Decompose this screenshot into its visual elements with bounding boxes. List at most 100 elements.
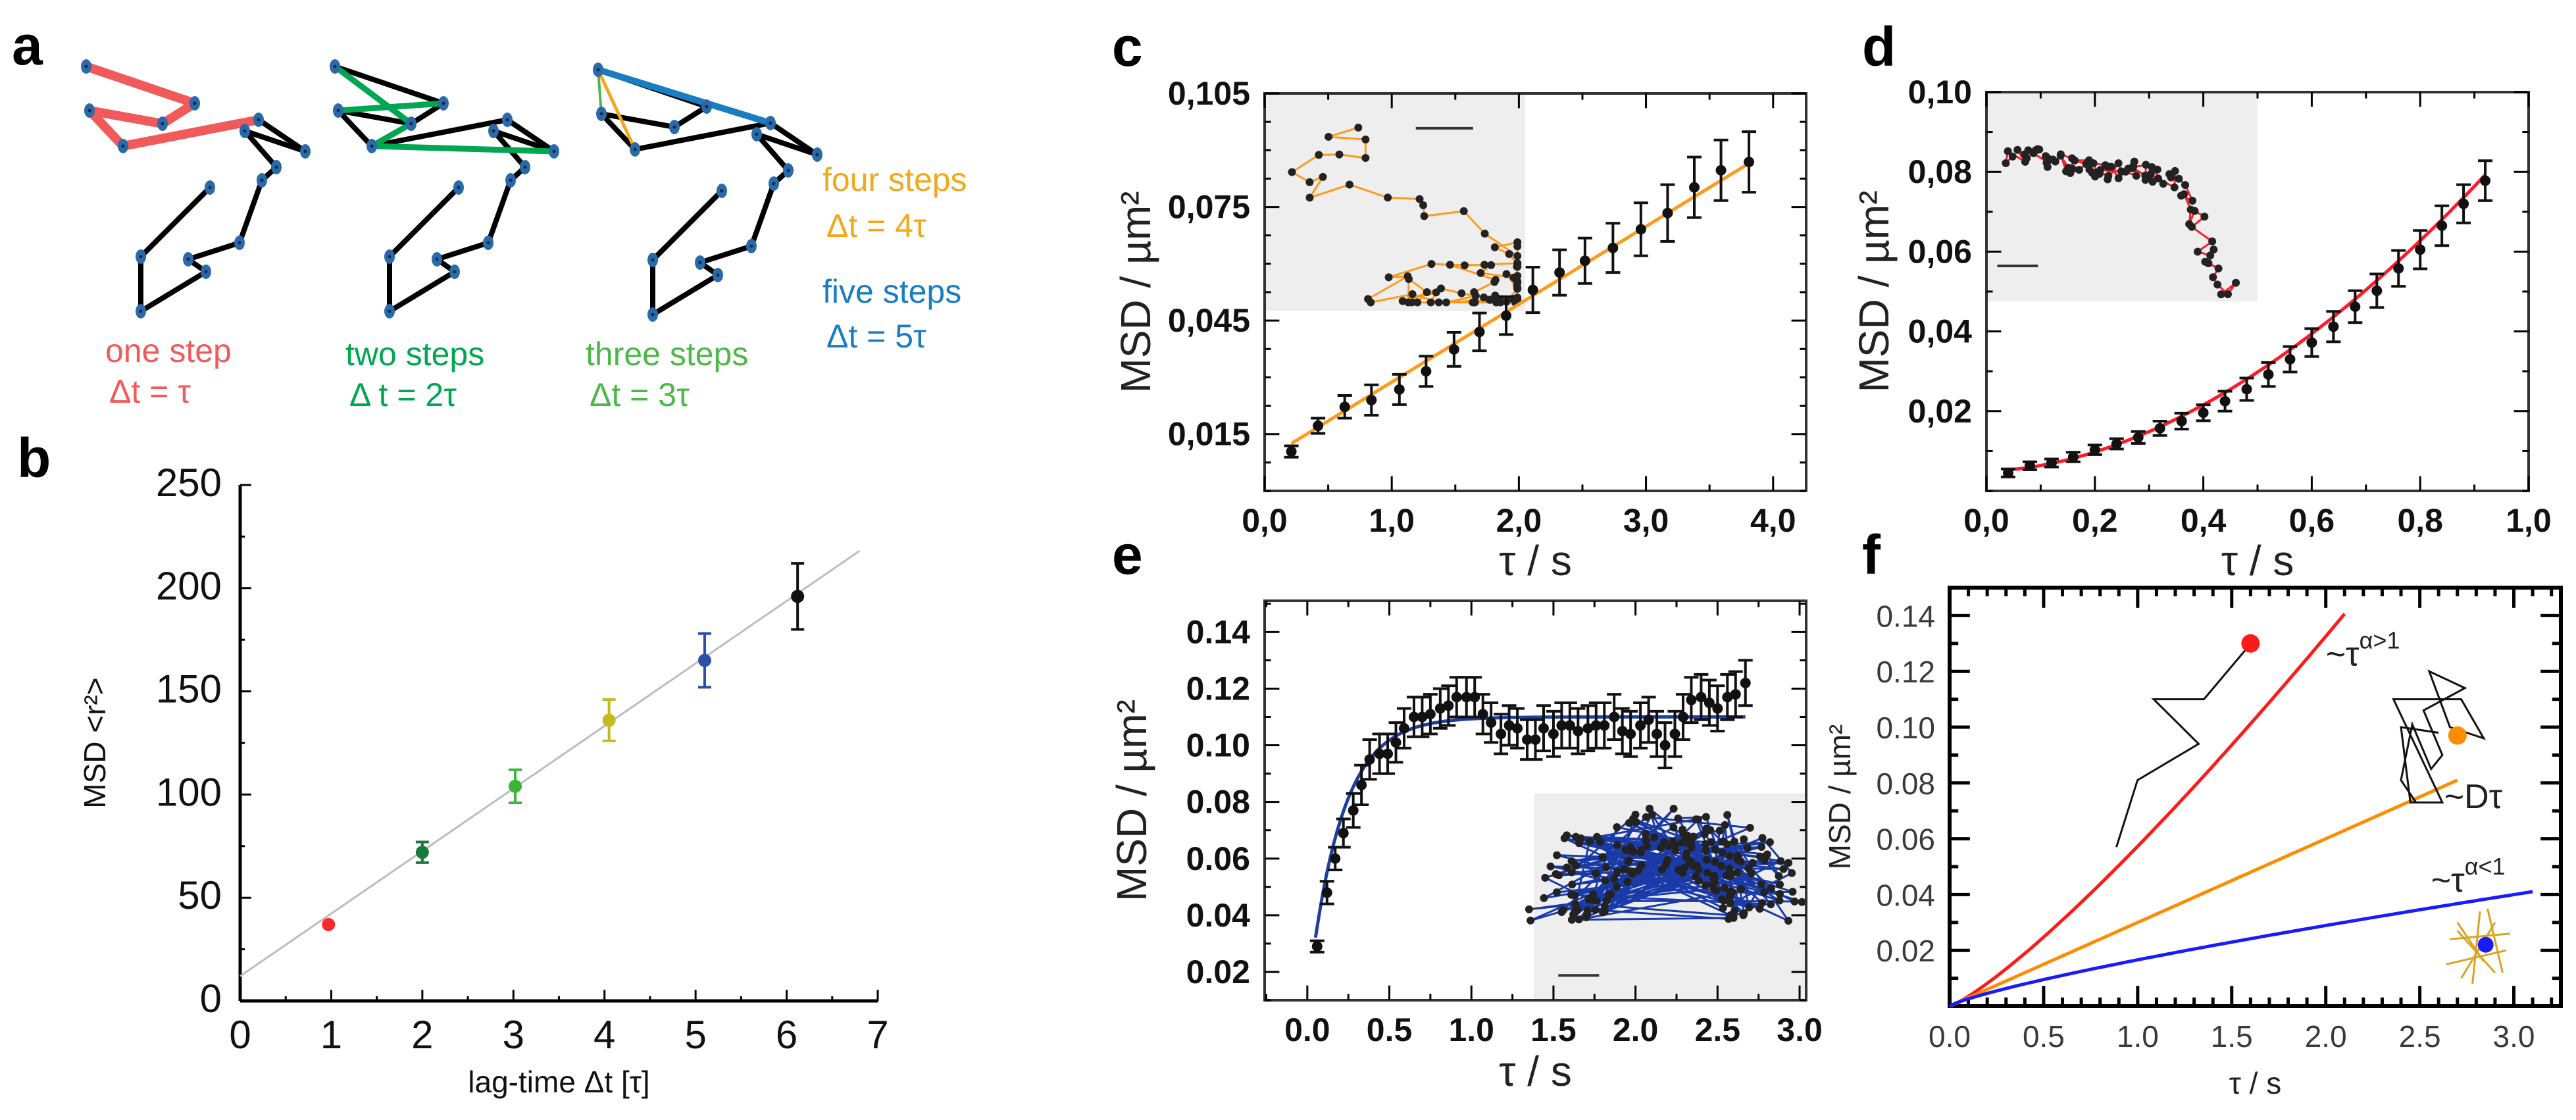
data-point xyxy=(1446,330,1461,368)
x-tick-label: 1 xyxy=(320,1013,342,1057)
inset-point xyxy=(1486,295,1494,304)
inset-point xyxy=(1496,298,1505,307)
inset-point xyxy=(1354,123,1363,132)
marker xyxy=(2285,354,2296,365)
node-center xyxy=(186,257,190,261)
inset-point xyxy=(1491,292,1500,300)
node-center xyxy=(260,178,264,182)
inset-point xyxy=(1513,272,1522,280)
x-tick-label: 2.0 xyxy=(2305,1019,2347,1054)
inset-point xyxy=(1437,284,1446,293)
inset-point xyxy=(1626,843,1634,852)
marker xyxy=(2024,460,2035,471)
inset-point xyxy=(1660,838,1669,846)
inset-point xyxy=(1613,823,1621,832)
marker xyxy=(1538,723,1549,734)
marker xyxy=(1474,326,1485,338)
node-center xyxy=(88,109,91,113)
data-point xyxy=(1432,687,1448,730)
inset-point xyxy=(2128,163,2136,172)
node-center xyxy=(193,101,197,105)
inset-point xyxy=(2107,163,2115,171)
marker xyxy=(2328,321,2339,332)
inset-point xyxy=(1726,899,1734,907)
marker xyxy=(1522,734,1533,745)
x-axis-title: τ / s xyxy=(2229,1066,2282,1100)
inset-point xyxy=(1631,810,1640,819)
data-point xyxy=(1502,704,1517,747)
y-tick-label: 0,105 xyxy=(1168,75,1250,112)
inset-point xyxy=(1775,890,1784,898)
marker xyxy=(1398,723,1409,734)
marker xyxy=(1599,720,1610,731)
annotation-exponent: α>1 xyxy=(2360,627,2400,654)
inset-point xyxy=(2056,150,2065,159)
inset-point xyxy=(1513,259,1522,267)
inset-point xyxy=(2148,163,2156,171)
inset-point xyxy=(1678,838,1686,847)
trajectory-step xyxy=(334,64,445,106)
inset-point xyxy=(1740,835,1748,844)
y-tick-label: 0,015 xyxy=(1168,416,1250,453)
inset-point xyxy=(2008,152,2017,161)
marker xyxy=(1722,692,1733,703)
node-center xyxy=(453,270,457,274)
data-point xyxy=(1396,707,1411,750)
plot-frame xyxy=(1263,599,1807,1002)
y-tick-label: 0.10 xyxy=(1186,727,1250,764)
inset-point xyxy=(1682,849,1691,857)
data-point xyxy=(1525,266,1540,315)
inset-point xyxy=(2188,197,2197,205)
y-axis-title: MSD / µm² xyxy=(1112,191,1159,393)
marker xyxy=(1501,310,1512,321)
x-tick-label: 7 xyxy=(867,1013,888,1057)
inset-point xyxy=(1541,873,1550,882)
data-point xyxy=(1571,707,1586,755)
inset-point xyxy=(1702,881,1710,890)
inset-point xyxy=(1663,855,1672,864)
red-particle xyxy=(2241,634,2260,653)
data-point xyxy=(2456,183,2471,224)
marker xyxy=(1564,720,1575,731)
caption-lag-time: Δt = τ xyxy=(109,373,191,410)
data-point xyxy=(1441,684,1456,727)
data-point xyxy=(1484,701,1499,744)
inset-point xyxy=(1725,864,1734,873)
inset-point xyxy=(2188,222,2196,231)
inset-point xyxy=(1642,830,1650,838)
data-point xyxy=(1650,709,1665,758)
inset-point xyxy=(1568,880,1577,889)
marker xyxy=(1635,720,1646,731)
inset-point xyxy=(1763,850,1771,859)
inset-point xyxy=(1525,905,1533,913)
inset-point xyxy=(1775,872,1783,880)
y-tick-label: 0,045 xyxy=(1168,302,1250,339)
inset-trajectory xyxy=(1525,793,1806,1000)
node-center xyxy=(769,121,772,125)
inset-point xyxy=(1625,856,1633,865)
inset-point xyxy=(1513,251,1522,260)
y-tick-label: 0 xyxy=(200,977,222,1021)
inset-point xyxy=(1718,837,1727,846)
y-tick-label: 0.08 xyxy=(1186,784,1250,821)
x-tick-label: 1.0 xyxy=(1448,1011,1494,1048)
data-point xyxy=(2348,289,2363,324)
data-point xyxy=(1684,676,1699,725)
caption-lag-time: Δ t = 2τ xyxy=(349,376,457,413)
data-point xyxy=(602,698,616,742)
trajectory-2 xyxy=(330,59,559,318)
inset-point xyxy=(1419,201,1427,209)
inset-point xyxy=(1748,859,1757,867)
inset-point xyxy=(1585,837,1594,846)
data-point xyxy=(2413,229,2428,270)
inset-point xyxy=(1784,917,1792,925)
trajectory-step xyxy=(754,132,791,172)
inset-point xyxy=(1765,838,1774,846)
y-tick-label: 0.12 xyxy=(1876,655,1935,689)
x-tick-label: 1,0 xyxy=(1369,502,1415,539)
inset-point xyxy=(1725,852,1734,860)
node-center xyxy=(139,255,143,259)
inset-point xyxy=(1746,823,1754,832)
y-tick-label: 0.02 xyxy=(1876,934,1935,968)
node-center xyxy=(672,125,676,129)
